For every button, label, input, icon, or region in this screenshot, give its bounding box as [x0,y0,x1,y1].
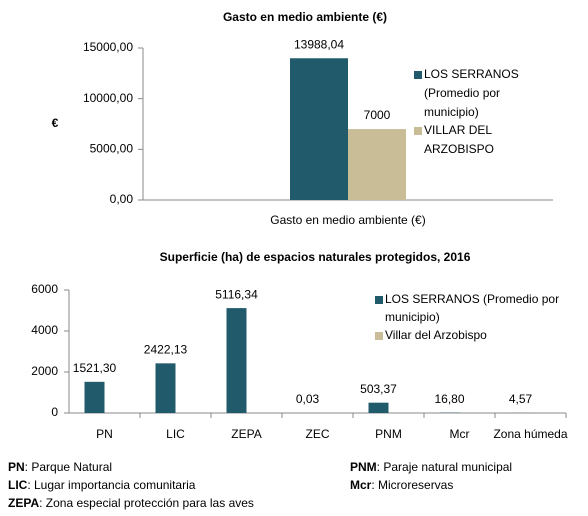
bar [155,363,176,413]
legend-swatch [414,127,422,135]
legend-swatch [375,332,383,340]
legend-label: LOS SERRANOS (Promedio por municipio) [424,67,519,119]
data-label: 13988,04 [294,37,344,51]
note-text: : Lugar importancia comunitaria [27,478,195,492]
y-tick-label: 4000 [31,323,58,337]
note: ZEPA: Zona especial protección para las … [8,496,254,510]
legend-label: LOS SERRANOS (Promedio por municipio) [385,292,559,324]
note: PN: Parque Natural [8,460,112,474]
legend-label: VILLAR DEL ARZOBISPO [424,123,494,156]
bar [368,402,389,413]
note: LIC: Lugar importancia comunitaria [8,478,196,492]
legend-swatch [414,71,422,79]
note-text: : Paraje natural municipal [377,460,512,474]
data-label: 16,80 [434,392,464,406]
note-abbr: PNM [350,460,377,474]
y-tick-label: 2000 [31,364,58,378]
note-text: : Zona especial protección para las aves [39,496,254,510]
y-tick-label: 0 [51,405,58,419]
data-label: 0,03 [296,392,320,406]
data-label: 5116,34 [215,287,258,301]
legend-label: Villar del Arzobispo [385,328,487,342]
legend-swatch [375,296,383,304]
note-text: : Microreservas [371,478,453,492]
note-abbr: Mcr [350,478,372,492]
data-label: 7000 [364,108,391,122]
x-tick-label: Mcr [450,427,470,441]
note-abbr: LIC [8,478,28,492]
bar [84,381,105,413]
note-text: : Parque Natural [25,460,112,474]
y-tick-label: 10000,00 [83,91,133,105]
y-tick-label: 0,00 [110,192,134,206]
data-label: 2422,13 [144,343,188,357]
x-tick-label: Gasto en medio ambiente (€) [270,213,425,227]
y-tick-label: 15000,00 [83,40,133,54]
y-axis-label: € [52,116,59,130]
y-tick-label: 5000,00 [90,142,134,156]
data-label: 4,57 [509,392,533,406]
y-tick-label: 6000 [31,282,58,296]
x-tick-label: PN [96,427,113,441]
x-tick-label: PNM [375,427,402,441]
note-abbr: PN [8,460,25,474]
bar [226,308,247,413]
x-tick-label: Zona húmeda [493,427,567,441]
bar [348,129,406,200]
chart-title: Gasto en medio ambiente (€) [223,10,387,24]
note: Mcr: Microreservas [350,478,453,492]
bar [290,58,348,200]
note-abbr: ZEPA [8,496,39,510]
chart-title: Superficie (ha) de espacios naturales pr… [160,250,471,264]
x-tick-label: ZEC [306,427,330,441]
x-tick-label: ZEPA [231,427,261,441]
data-label: 503,37 [360,382,397,396]
data-label: 1521,30 [73,361,117,375]
x-tick-label: LIC [166,427,185,441]
note: PNM: Paraje natural municipal [350,460,512,474]
